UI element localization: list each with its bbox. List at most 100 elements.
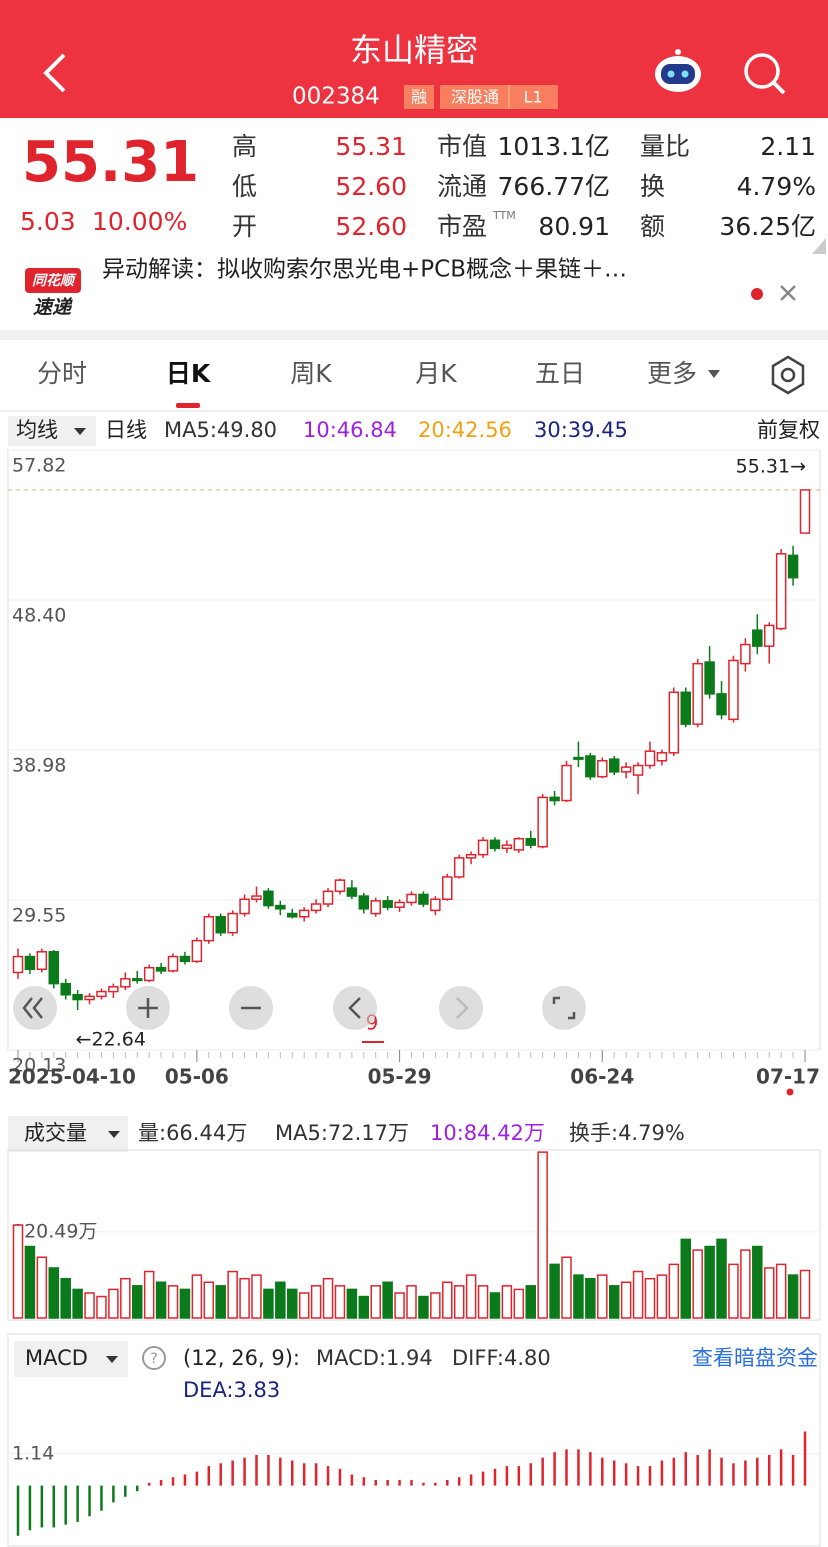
settings-button[interactable] — [771, 355, 805, 395]
volume-bar — [489, 1292, 501, 1319]
volume-bar — [453, 1285, 465, 1319]
volume-bar — [298, 1292, 310, 1319]
y-tick-label: 1.14 — [12, 1442, 54, 1464]
x-tick-label: 07-17 — [756, 1065, 820, 1089]
candle-body — [287, 912, 298, 918]
candle-body — [549, 796, 560, 802]
legend-item: 30:39.45 — [534, 418, 628, 442]
volume-bar — [334, 1285, 346, 1319]
candle-body — [597, 759, 608, 778]
candle-body — [72, 994, 83, 1001]
news-badge-bottom: 速递 — [33, 297, 73, 319]
tab[interactable]: 更多 — [647, 359, 697, 388]
candle-body — [84, 995, 95, 1001]
volume-bar — [680, 1238, 692, 1319]
candle-body — [310, 903, 322, 912]
stat-label: 市值 — [437, 132, 487, 161]
candle-body — [501, 844, 513, 850]
legend-item: MA5:49.80 — [164, 418, 277, 442]
indicator-selector-text: 均线 — [16, 418, 58, 442]
stat-value: 55.31 — [335, 132, 407, 161]
volume-bar — [430, 1292, 441, 1319]
volume-bar — [96, 1295, 107, 1319]
adjust-mode[interactable]: 前复权 — [757, 418, 820, 442]
low-label: ←22.64 — [76, 1029, 146, 1051]
x-tick-label: 05-29 — [368, 1065, 432, 1089]
volume-bar — [239, 1277, 250, 1319]
volume-bar — [394, 1292, 405, 1319]
stock-title: 东山精密 — [350, 31, 478, 69]
candle-body — [167, 955, 179, 972]
tab[interactable]: 月K — [415, 359, 457, 388]
candle-body — [346, 887, 358, 897]
candle-body — [36, 951, 48, 971]
candle-body — [131, 978, 143, 982]
y-tick-label: 120.49万 — [12, 1220, 97, 1242]
close-news[interactable] — [780, 285, 796, 301]
robot-icon[interactable] — [655, 49, 701, 92]
y-tick-label: 38.98 — [12, 754, 66, 776]
tab[interactable]: 周K — [290, 359, 332, 388]
tab[interactable]: 五日 — [535, 359, 585, 388]
stat-label: 量比 — [640, 132, 690, 161]
stock-code: 002384 — [292, 84, 380, 110]
candle-body — [251, 895, 262, 900]
volume-bar — [131, 1285, 143, 1319]
volume-bar — [525, 1285, 536, 1319]
candle-body — [608, 758, 620, 773]
macd-frame — [7, 1333, 821, 1547]
back-button[interactable] — [43, 53, 66, 93]
candle-body — [477, 839, 489, 856]
stat-sup: TTM — [492, 209, 516, 222]
candle-body — [155, 966, 167, 972]
candle-body — [740, 643, 751, 665]
volume-bar — [203, 1281, 215, 1319]
volume-bar — [12, 1224, 24, 1319]
volume-bar — [155, 1281, 167, 1319]
candle-body — [513, 838, 525, 851]
tag-box — [440, 85, 510, 109]
volume-bar — [644, 1277, 656, 1319]
dark-pool-link[interactable]: 查看暗盘资金 — [692, 1346, 818, 1370]
stat-value: 52.60 — [335, 212, 407, 241]
stat-label: 开 — [232, 212, 257, 241]
fullscreen[interactable] — [542, 986, 586, 1030]
tab-underline — [176, 403, 200, 408]
help-icon[interactable]: ? — [142, 1346, 166, 1370]
dropdown-icon — [106, 1356, 118, 1363]
volume-bar — [215, 1285, 226, 1319]
candle-body — [334, 879, 346, 893]
volume-bar — [465, 1274, 477, 1319]
change: 5.03 — [20, 207, 76, 236]
tag: L1 — [523, 88, 542, 107]
volume-bar — [263, 1288, 274, 1319]
volume-bar — [537, 1151, 548, 1319]
macd-params: (12, 26, 9): — [183, 1346, 300, 1370]
stat-label: 额 — [640, 212, 665, 241]
volume-bar — [442, 1281, 453, 1319]
volume-selector[interactable] — [8, 1116, 128, 1152]
candle-body — [644, 750, 656, 767]
scroll-left[interactable] — [333, 986, 377, 1030]
volume-bar — [120, 1277, 131, 1319]
volume-bar — [108, 1288, 119, 1319]
volume-bar — [656, 1274, 668, 1319]
search-button[interactable] — [744, 53, 786, 95]
candle-body — [465, 853, 477, 859]
volume-bar — [692, 1249, 703, 1319]
volume-bar — [227, 1270, 238, 1319]
volume-bar — [632, 1270, 644, 1319]
volume-bar — [382, 1281, 393, 1319]
stat-value: 52.60 — [335, 172, 407, 201]
legend-item: DIFF:4.80 — [452, 1346, 551, 1370]
scroll-right[interactable] — [439, 986, 483, 1030]
y-tick-label: 48.40 — [12, 604, 66, 626]
tab[interactable]: 分时 — [37, 359, 87, 388]
candle-body — [620, 766, 632, 773]
dropdown-icon — [108, 1131, 120, 1138]
news-banner[interactable] — [0, 256, 828, 330]
volume-bar — [787, 1274, 799, 1319]
candle-body — [48, 951, 60, 985]
tab[interactable]: 日K — [166, 359, 212, 388]
candle-body — [668, 691, 680, 754]
